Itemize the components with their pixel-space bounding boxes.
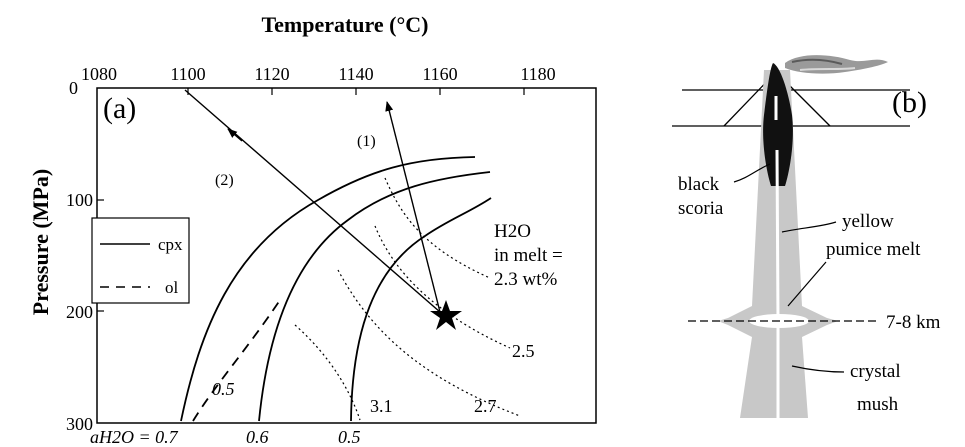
y-tick-labels: 0 100 200 300 xyxy=(66,78,93,434)
y-tick-label: 200 xyxy=(66,302,93,322)
crystal-mush-label-line: crystal xyxy=(850,361,901,382)
path-2-label: (2) xyxy=(215,172,234,189)
crystal-mush-label-line: mush xyxy=(857,394,899,415)
ah2o-label-0.6: 0.6 xyxy=(246,427,269,447)
h2o-isopleth-2.7 xyxy=(337,269,521,417)
black-scoria-leader xyxy=(733,163,771,183)
path-1-label: (1) xyxy=(357,133,376,150)
y-axis-title: Pressure (MPa) xyxy=(28,169,53,315)
h2o-note-line: 2.3 wt% xyxy=(494,269,558,290)
ol-curve xyxy=(192,299,281,422)
yellow-pumice-leader-2 xyxy=(787,261,827,307)
ah2o-ol-label: 0.5 xyxy=(212,379,235,399)
path-1-arrow xyxy=(385,101,441,313)
legend: cpx ol xyxy=(91,217,190,304)
path-2-arrowhead xyxy=(227,128,243,142)
x-tick-label: 1140 xyxy=(338,64,373,84)
cpx-curve-0.6 xyxy=(258,171,491,422)
black-scoria xyxy=(763,63,793,186)
cpx-curve-0.7 xyxy=(180,156,476,422)
panel-a: Temperature (°C) Pressure (MPa) 1080 110… xyxy=(28,12,597,447)
yellow-pumice-label-line: pumice melt xyxy=(826,239,921,260)
h2o-note-line: in melt = xyxy=(494,245,563,266)
y-tick-label: 100 xyxy=(66,190,93,210)
h2o-isopleth-labels: 2.5 2.7 3.1 xyxy=(370,341,535,416)
x-tick-label: 1160 xyxy=(422,64,457,84)
x-tick-label: 1120 xyxy=(254,64,289,84)
black-scoria-label-line: black xyxy=(678,174,720,195)
panel-b-label: (b) xyxy=(892,86,927,119)
black-scoria-label-line: scoria xyxy=(678,198,724,219)
yellow-pumice-leader-1 xyxy=(781,221,837,233)
y-ticks xyxy=(97,199,104,312)
h2o-isopleth-2.5 xyxy=(374,225,511,349)
h2o-label-3.1: 3.1 xyxy=(370,396,393,416)
x-tick-labels: 1080 1100 1120 1140 1160 1180 xyxy=(81,64,556,84)
legend-ol-label: ol xyxy=(165,278,179,297)
x-axis-title: Temperature (°C) xyxy=(261,12,428,37)
h2o-note: H2O in melt = 2.3 wt% xyxy=(494,221,563,290)
h2o-label-2.7: 2.7 xyxy=(474,396,497,416)
x-tick-label: 1100 xyxy=(170,64,205,84)
legend-cpx-label: cpx xyxy=(158,235,183,254)
ash-plume xyxy=(785,55,888,74)
y-tick-label: 0 xyxy=(69,78,78,98)
h2o-isopleths xyxy=(294,177,521,421)
depth-label: 7-8 km xyxy=(886,312,941,333)
cpx-curves xyxy=(180,156,492,422)
legend-box xyxy=(91,217,190,304)
panel-b: 7-8 km (b) black scoria yellow pumice me… xyxy=(672,55,941,418)
ah2o-labels: aH2O = 0.7 0.6 0.5 xyxy=(90,427,361,447)
panel-a-label: (a) xyxy=(103,92,136,125)
h2o-isopleth-2.3 xyxy=(384,177,491,279)
melt-channel xyxy=(775,149,780,418)
x-ticks xyxy=(187,88,525,95)
ah2o-label-0.7: aH2O = 0.7 xyxy=(90,427,179,447)
star-marker xyxy=(430,300,462,330)
x-tick-label: 1180 xyxy=(520,64,555,84)
yellow-pumice-label-line: yellow xyxy=(842,211,894,232)
cpx-curve-0.5 xyxy=(350,197,492,422)
x-tick-label: 1080 xyxy=(81,64,117,84)
ah2o-label-0.5: 0.5 xyxy=(338,427,361,447)
crystal-mush-leader xyxy=(791,365,845,373)
h2o-label-2.5: 2.5 xyxy=(512,341,535,361)
h2o-note-line: H2O xyxy=(494,221,531,242)
path-2-arrow xyxy=(184,89,441,313)
y-tick-label: 300 xyxy=(66,414,93,434)
h2o-isopleth-3.1 xyxy=(294,324,361,421)
